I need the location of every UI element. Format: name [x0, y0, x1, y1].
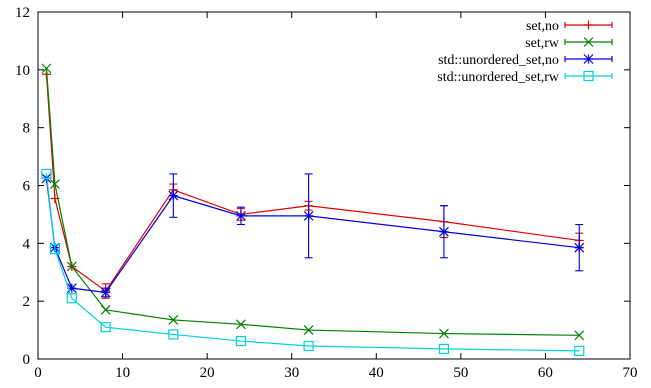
- series-line: [46, 74, 579, 291]
- x-tick-label: 30: [284, 365, 299, 381]
- x-tick-label: 70: [623, 365, 638, 381]
- legend-marker: [584, 55, 593, 64]
- y-tick-label: 6: [23, 179, 31, 195]
- x-tick-label: 50: [453, 365, 468, 381]
- y-tick-label: 0: [23, 352, 31, 368]
- legend-marker: [584, 21, 593, 30]
- legend-label: std::unordered_set,rw: [437, 70, 560, 85]
- x-tick-label: 20: [200, 365, 215, 381]
- series-1: [42, 64, 584, 340]
- x-tick-label: 60: [538, 365, 553, 381]
- x-tick-label: 10: [115, 365, 130, 381]
- series-line: [46, 68, 579, 335]
- y-tick-label: 4: [23, 236, 31, 252]
- series-0: [42, 70, 584, 299]
- x-tick-label: 40: [369, 365, 384, 381]
- legend-item: set,no: [526, 19, 612, 34]
- legend: set,noset,rwstd::unordered_set,nostd::un…: [437, 19, 612, 85]
- legend-item: std::unordered_set,rw: [437, 70, 612, 85]
- data-point: [101, 288, 110, 297]
- legend-item: std::unordered_set,no: [438, 53, 612, 68]
- data-point: [304, 211, 313, 220]
- y-tick-label: 8: [23, 121, 31, 137]
- y-tick-label: 10: [15, 63, 30, 79]
- legend-label: set,rw: [525, 36, 560, 51]
- y-tick-label: 2: [23, 294, 31, 310]
- legend-label: set,no: [526, 19, 559, 34]
- series-line: [46, 178, 579, 292]
- series-layer: [42, 64, 584, 356]
- y-tick-label: 12: [15, 5, 30, 21]
- x-tick-label: 0: [34, 365, 42, 381]
- data-point: [439, 227, 448, 236]
- series-3: [42, 169, 584, 355]
- data-point: [169, 191, 178, 200]
- legend-item: set,rw: [525, 36, 612, 51]
- data-point: [575, 243, 584, 252]
- data-point: [236, 211, 245, 220]
- series-2: [42, 174, 584, 297]
- legend-label: std::unordered_set,no: [438, 53, 559, 68]
